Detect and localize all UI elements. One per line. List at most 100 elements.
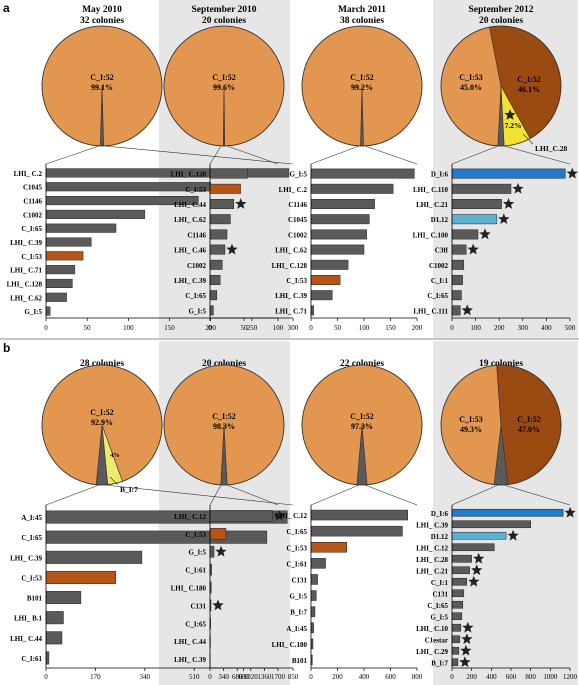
pie-outline [41, 364, 163, 486]
star-icon [512, 182, 524, 194]
x-tick-label: 600 [506, 673, 517, 681]
bar [451, 168, 566, 179]
bar [451, 508, 564, 517]
bar [310, 244, 365, 255]
category-label: LHI_ C.12 [416, 544, 448, 552]
pie-slice-label: C_I:53 [459, 73, 483, 82]
chart-title: September 2010 [192, 5, 257, 15]
pie-slice-label: C_I:53 [459, 415, 483, 424]
x-tick-label: 400 [541, 324, 552, 332]
bar [209, 275, 221, 285]
category-label: A_I:45 [286, 625, 307, 633]
star-icon [235, 198, 247, 209]
bar [45, 237, 92, 247]
x-tick-label: 0 [208, 324, 212, 332]
x-tick-label: 0 [309, 673, 313, 681]
category-label: LHI_ C.128 [171, 171, 207, 179]
category-label: C_I:53 [21, 574, 42, 582]
x-tick-label: 1360 [257, 673, 272, 681]
category-label: LHI_ C.12 [275, 512, 307, 520]
category-label: G_I:5 [189, 307, 207, 315]
x-tick-label: 510 [189, 673, 200, 681]
category-label: C1146 [288, 201, 307, 209]
bar [451, 259, 465, 270]
x-tick-label: 800 [525, 673, 536, 681]
bar [310, 290, 333, 301]
bar [310, 275, 341, 285]
category-label: LHI_ C.39 [10, 554, 42, 562]
x-tick-label: 200 [494, 324, 505, 332]
chart-subtitle: 20 colonies [202, 16, 246, 26]
bar [209, 214, 231, 225]
zoom-line [104, 484, 294, 506]
x-tick-label: 1700 [271, 673, 286, 681]
category-label: C_I:1 [431, 579, 449, 587]
bar [310, 525, 403, 537]
category-label: C_I:65 [286, 528, 307, 536]
category-label: LHI_ C.71 [275, 307, 307, 315]
star-icon [273, 509, 286, 521]
category-label: C_I:53 [185, 531, 206, 539]
category-label: G_I:5 [290, 171, 308, 179]
x-tick-label: 0 [309, 324, 313, 332]
category-label: B_I:7 [431, 659, 448, 667]
x-tick-label: 680 [238, 673, 249, 681]
pie-slice-label: C_I:52 [90, 73, 114, 82]
category-label: LHI_ C.39 [275, 292, 307, 300]
star-icon [461, 304, 473, 316]
category-label: LHI_ C.44 [174, 201, 206, 209]
star-icon [470, 564, 483, 576]
zoom-line [226, 145, 279, 165]
bar [209, 259, 223, 270]
panel-label-b: b [3, 341, 11, 355]
bar [209, 510, 273, 522]
bar [451, 531, 507, 540]
pie-pct-label: 98.3% [213, 422, 235, 431]
pie-slice-label: C_I:52 [90, 408, 114, 417]
category-label: C_I:65 [185, 292, 206, 300]
category-label: C_I:53 [286, 544, 307, 552]
pie-slice-label: C_I:52 [212, 73, 236, 82]
bar [45, 168, 290, 178]
chart-subtitle: 28 colonies [80, 359, 124, 369]
category-label: LHI_ C.44 [10, 635, 42, 643]
category-label: C_I:65 [21, 534, 42, 542]
x-tick-label: 1200 [563, 673, 578, 681]
chart-subtitle: 20 colonies [479, 16, 523, 26]
category-label: C1002 [23, 211, 43, 219]
zoom-line [45, 484, 100, 506]
zoom-line [209, 145, 222, 165]
x-tick-label: 300 [288, 324, 299, 332]
pie-pct-label: 45.0% [460, 83, 482, 92]
zoom-line [45, 145, 100, 165]
bar [209, 244, 226, 255]
category-label: D1.12 [431, 533, 449, 541]
category-label: LHI_ C.39 [10, 239, 42, 247]
bar [310, 606, 316, 617]
pie-slice-label: C_I:52 [350, 412, 374, 421]
category-label: D1.12 [431, 216, 449, 224]
category-label: LHI_ C.21 [416, 201, 448, 209]
pie-pct-label: 46.1% [518, 85, 540, 94]
bar [451, 658, 459, 667]
pie-outline [440, 25, 562, 147]
pie-leader-line [522, 133, 534, 145]
pie-pct-label: 99.2% [351, 83, 373, 92]
category-label: LHI_ C.39 [416, 521, 448, 529]
bar [310, 542, 348, 553]
bar [451, 600, 464, 609]
bar [209, 183, 241, 194]
bar [310, 509, 408, 521]
bar [45, 209, 146, 219]
zoom-line [503, 145, 571, 165]
star-icon [468, 575, 480, 587]
category-label: C_I:65 [427, 292, 448, 300]
star-icon [479, 228, 491, 240]
chart-subtitle: 38 colonies [340, 16, 384, 26]
category-label: C_I:53 [286, 277, 307, 285]
star-icon [502, 198, 515, 209]
category-label: C3ff [435, 247, 449, 255]
category-label: C_I:1 [431, 277, 449, 285]
x-tick-label: 1000 [543, 673, 558, 681]
zoom-line [503, 484, 571, 506]
